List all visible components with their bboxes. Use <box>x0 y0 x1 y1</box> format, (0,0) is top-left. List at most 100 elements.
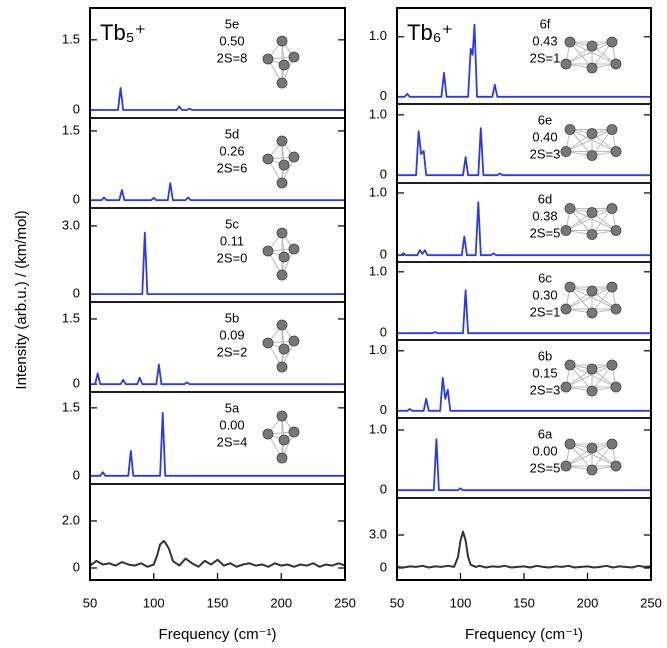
y-tick-label: 1.0 <box>369 184 387 199</box>
spectrum-line <box>90 363 345 386</box>
y-axis-label: Intensity (arb.u.) / (km/mol) <box>13 210 30 389</box>
y-tick-label: 0 <box>380 247 387 262</box>
atom <box>560 58 572 70</box>
cluster-icon <box>560 36 622 74</box>
atom <box>586 307 598 319</box>
atom <box>606 359 618 371</box>
atom <box>586 442 598 454</box>
panel-frame <box>396 339 652 419</box>
atom <box>288 51 300 63</box>
y-tick-label: 1.0 <box>369 421 387 436</box>
atom <box>288 335 300 347</box>
atom <box>586 229 598 240</box>
atom <box>610 381 622 393</box>
cluster-icon <box>560 438 622 476</box>
atom <box>278 59 290 71</box>
isomer-label: 5b <box>225 310 239 325</box>
panel-title: Tb₅⁺ <box>100 20 146 45</box>
atom <box>276 361 288 373</box>
atom <box>586 285 598 297</box>
isomer-spin: 2S=5 <box>530 460 561 475</box>
atom <box>560 460 572 472</box>
bond <box>565 208 613 231</box>
x-tick-label: 200 <box>577 595 599 610</box>
spectrum-line <box>397 438 651 492</box>
isomer-energy: 0.15 <box>532 365 557 380</box>
atom <box>606 36 618 48</box>
isomer-spin: 2S=0 <box>217 250 248 265</box>
y-tick-label: 0 <box>380 88 387 103</box>
isomer-label: 6b <box>538 348 552 363</box>
isomer-label: 6a <box>538 426 553 441</box>
atom <box>606 438 618 450</box>
atom <box>586 40 598 52</box>
x-tick-label: 150 <box>513 595 535 610</box>
spectrum-line <box>90 231 345 295</box>
spectrum-line <box>90 87 345 111</box>
y-tick-label: 2.0 <box>62 512 80 527</box>
bond <box>565 129 613 152</box>
atom <box>560 303 572 315</box>
isomer-label: 5a <box>225 400 240 415</box>
isomer-energy: 0.38 <box>532 208 557 223</box>
isomer-label: 6d <box>538 191 552 206</box>
y-tick-label: 0 <box>73 467 80 482</box>
atom <box>276 452 288 464</box>
atom <box>560 381 572 393</box>
bond <box>569 208 617 231</box>
isomer-energy: 0.26 <box>219 143 244 158</box>
atom <box>586 385 598 397</box>
y-tick-label: 3.0 <box>62 217 80 232</box>
atom <box>262 428 274 440</box>
atom <box>586 150 598 161</box>
atom <box>586 464 598 476</box>
x-tick-label: 100 <box>450 595 472 610</box>
atom <box>610 58 622 70</box>
cluster-icon <box>560 124 622 161</box>
y-tick-label: 1.5 <box>62 31 80 46</box>
isomer-label: 6e <box>538 112 552 127</box>
atom <box>276 319 288 331</box>
atom <box>586 207 598 218</box>
panel-frame <box>396 182 652 263</box>
atom <box>586 363 598 375</box>
atom <box>564 438 576 450</box>
isomer-spin: 2S=1 <box>530 50 561 65</box>
y-tick-label: 1.0 <box>369 106 387 121</box>
panel-title: Tb₆⁺ <box>407 20 453 45</box>
bond <box>565 364 613 388</box>
atom <box>610 146 622 157</box>
x-tick-label: 250 <box>640 595 662 610</box>
atom <box>276 177 288 189</box>
bond <box>565 286 613 310</box>
spectrum-line <box>89 539 346 568</box>
y-tick-label: 1.5 <box>62 122 80 137</box>
atom <box>610 460 622 472</box>
spectrum-line <box>90 182 345 202</box>
isomer-energy: 0.40 <box>532 129 557 144</box>
atom <box>276 35 288 47</box>
isomer-energy: 0.00 <box>219 417 244 432</box>
y-tick-label: 0 <box>380 482 387 497</box>
cluster-icon <box>262 410 300 464</box>
isomer-energy: 0.11 <box>220 233 244 248</box>
y-tick-label: 0 <box>380 167 387 182</box>
x-tick-label: 250 <box>334 595 356 610</box>
atom <box>560 146 572 157</box>
y-tick-label: 1.5 <box>62 399 80 414</box>
atom <box>278 251 290 263</box>
bond <box>569 364 617 388</box>
atom <box>564 124 576 135</box>
x-tick-label: 50 <box>83 595 97 610</box>
y-tick-label: 1.5 <box>62 310 80 325</box>
bond <box>565 41 613 65</box>
atom <box>288 243 300 255</box>
cluster-icon <box>262 227 300 281</box>
atom <box>564 359 576 371</box>
atom <box>606 203 618 214</box>
x-axis-label: Frequency (cm⁻¹) <box>159 626 277 643</box>
atom <box>586 62 598 74</box>
bond <box>569 129 617 152</box>
atom <box>610 303 622 315</box>
atom <box>288 151 300 163</box>
